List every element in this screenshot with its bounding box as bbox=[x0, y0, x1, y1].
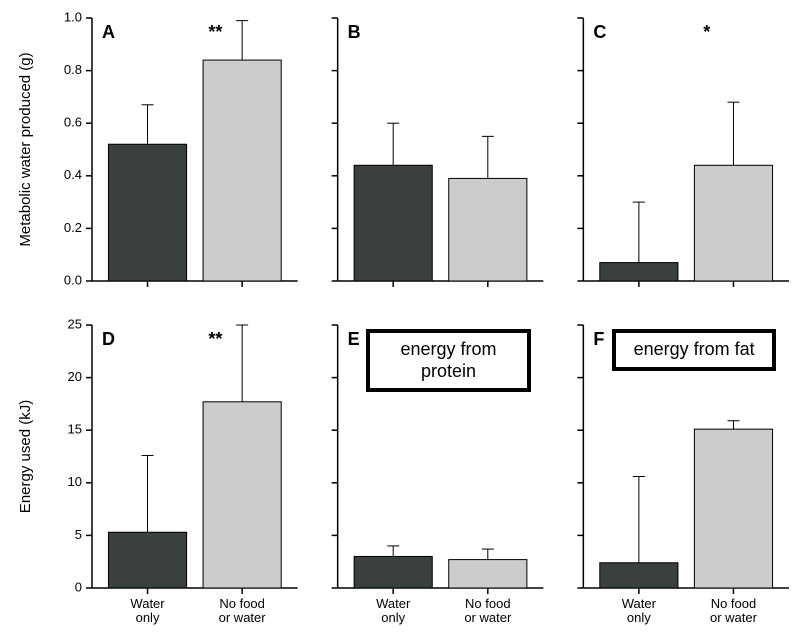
svg-text:or water: or water bbox=[464, 610, 512, 625]
svg-text:20: 20 bbox=[68, 369, 82, 384]
svg-text:0.8: 0.8 bbox=[64, 62, 82, 77]
svg-text:or water: or water bbox=[710, 610, 758, 625]
svg-text:0.4: 0.4 bbox=[64, 167, 82, 182]
svg-text:10: 10 bbox=[68, 474, 82, 489]
svg-text:A: A bbox=[102, 22, 115, 42]
svg-text:**: ** bbox=[208, 22, 222, 42]
svg-text:5: 5 bbox=[75, 527, 82, 542]
svg-text:or water: or water bbox=[219, 610, 267, 625]
svg-text:D: D bbox=[102, 329, 115, 349]
svg-text:No food: No food bbox=[711, 596, 757, 611]
svg-text:No food: No food bbox=[465, 596, 511, 611]
figure-root: 0.0 0.2 0.4 0.6 0.8 1.0 A ** B C * Metabolic water … bbox=[0, 0, 811, 644]
svg-text:only: only bbox=[136, 610, 160, 625]
svg-text:C: C bbox=[593, 22, 606, 42]
svg-text:0.6: 0.6 bbox=[64, 115, 82, 130]
svg-text:only: only bbox=[381, 610, 405, 625]
svg-text:E: E bbox=[348, 329, 360, 349]
svg-text:Energy used (kJ): Energy used (kJ) bbox=[17, 400, 34, 513]
annotation-box: energy from fat bbox=[612, 329, 777, 371]
svg-text:only: only bbox=[627, 610, 651, 625]
svg-text:Water: Water bbox=[376, 596, 411, 611]
svg-text:F: F bbox=[593, 329, 604, 349]
svg-text:Metabolic water produced (g): Metabolic water produced (g) bbox=[17, 52, 34, 246]
svg-text:*: * bbox=[703, 22, 710, 42]
svg-text:**: ** bbox=[208, 329, 222, 349]
svg-text:Water: Water bbox=[622, 596, 657, 611]
annotation-box: energy fromprotein bbox=[366, 329, 531, 392]
svg-text:B: B bbox=[348, 22, 361, 42]
svg-text:0.2: 0.2 bbox=[64, 220, 82, 235]
svg-text:0: 0 bbox=[75, 579, 82, 594]
svg-text:Water: Water bbox=[130, 596, 165, 611]
svg-text:1.0: 1.0 bbox=[64, 9, 82, 24]
svg-text:0.0: 0.0 bbox=[64, 272, 82, 287]
svg-text:25: 25 bbox=[68, 316, 82, 331]
svg-text:No food: No food bbox=[219, 596, 265, 611]
svg-text:15: 15 bbox=[68, 422, 82, 437]
